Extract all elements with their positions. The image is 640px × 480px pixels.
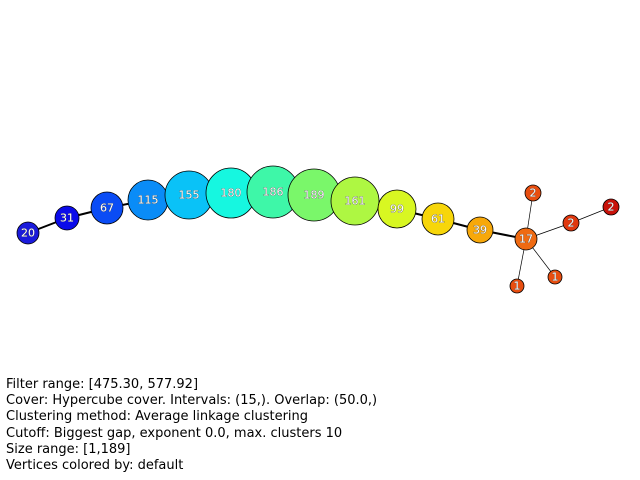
node-label: 61 [431, 213, 445, 226]
graph-node-n155: 155 [164, 170, 214, 220]
cutoff-text: Cutoff: Biggest gap, exponent 0.0, max. … [6, 425, 343, 441]
graph-node-n99: 99 [377, 189, 417, 229]
node-label: 115 [138, 194, 159, 207]
graph-node-n2c: 2 [602, 198, 620, 216]
node-circle [377, 189, 417, 229]
graph-node-n1a: 1 [509, 278, 525, 294]
node-label: 20 [21, 227, 35, 240]
graph-node-n2a: 2 [524, 184, 542, 202]
filter-range-text: Filter range: [475.30, 577.92] [6, 377, 199, 392]
node-circle [524, 184, 542, 202]
graph-node-n161: 161 [330, 176, 380, 226]
vertex-color-text: Vertices colored by: default [6, 458, 184, 474]
graph-node-n17: 17 [514, 227, 538, 251]
node-circle [509, 278, 525, 294]
graph-node-n39: 39 [466, 216, 494, 244]
node-circle [16, 221, 40, 245]
node-circle [547, 269, 563, 285]
node-label: 39 [473, 224, 487, 237]
graph-node-n115: 115 [127, 179, 169, 221]
node-circle [54, 205, 80, 231]
node-circle [466, 216, 494, 244]
node-label: 1 [514, 280, 521, 293]
graph-node-n189: 189 [287, 168, 341, 222]
graph-node-n180: 180 [205, 167, 257, 219]
clustering-method-text: Clustering method: Average linkage clust… [6, 409, 309, 425]
graph-node-n67: 67 [90, 191, 124, 225]
node-label: 186 [263, 186, 284, 199]
node-label: 2 [608, 201, 615, 214]
node-label: 99 [390, 203, 404, 216]
node-circle [562, 214, 580, 232]
graph-node-n2b: 2 [562, 214, 580, 232]
node-circle [602, 198, 620, 216]
node-circle [421, 202, 455, 236]
graph-node-n20: 20 [16, 221, 40, 245]
node-label: 189 [304, 189, 325, 202]
node-label: 2 [568, 217, 575, 230]
graph-node-n1b: 1 [547, 269, 563, 285]
node-circle [90, 191, 124, 225]
node-label: 67 [100, 202, 114, 215]
node-label: 155 [179, 189, 200, 202]
graph-info-panel: Filter range: [475.30, 577.92] Cover: Hy… [6, 377, 377, 474]
node-label: 31 [60, 212, 74, 225]
node-circle [514, 227, 538, 251]
node-label: 161 [345, 195, 366, 208]
node-circle [330, 176, 380, 226]
graph-nodes: 20 31 67 115 155 180 186 189 161 99 61 39 17 2 2 2 1 1 [16, 165, 620, 294]
node-label: 17 [519, 233, 533, 246]
graph-node-n186: 186 [246, 165, 300, 219]
graph-node-n61: 61 [421, 202, 455, 236]
node-label: 2 [530, 187, 537, 200]
cover-text: Cover: Hypercube cover. Intervals: (15,)… [6, 393, 378, 409]
size-range-text: Size range: [1,189] [6, 441, 131, 457]
mapper-graph: 20 31 67 115 155 180 186 189 161 99 61 39 17 2 2 2 1 1 [16, 165, 620, 294]
graph-node-n31: 31 [54, 205, 80, 231]
node-label: 180 [221, 187, 242, 200]
node-label: 1 [552, 271, 559, 284]
